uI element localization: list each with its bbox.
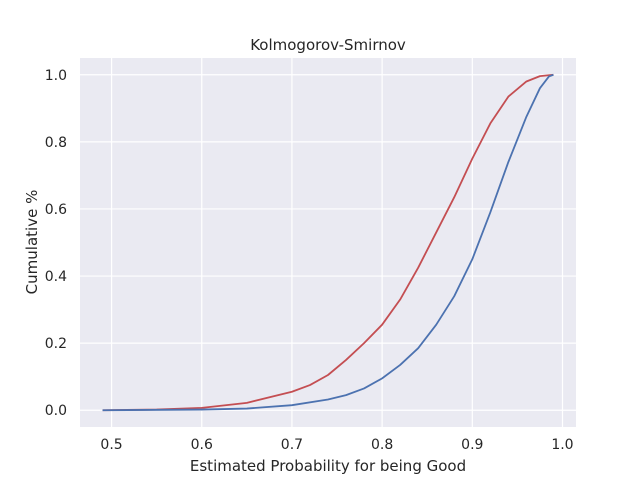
series-lines <box>102 73 554 412</box>
series-line-2 <box>102 73 554 412</box>
plot-background <box>80 58 576 427</box>
x-tick-label: 0.8 <box>371 437 393 453</box>
y-tick-label: 0.8 <box>45 135 67 151</box>
y-tick-label: 0.0 <box>45 403 67 419</box>
y-tick-label: 0.2 <box>45 336 67 352</box>
chart-title: Kolmogorov-Smirnov <box>250 36 406 54</box>
x-tick-label: 0.7 <box>281 437 303 453</box>
series-line-1 <box>102 73 554 412</box>
x-tick-label: 1.0 <box>551 437 573 453</box>
tick-labels: 0.5 0.6 0.7 0.8 0.9 1.0 0.0 0.2 0.4 0.6 0.8 1.0 <box>45 68 574 453</box>
x-tick-label: 0.9 <box>461 437 483 453</box>
x-tick-label: 0.5 <box>100 437 122 453</box>
y-tick-label: 0.6 <box>45 202 67 218</box>
y-tick-label: 0.4 <box>45 269 67 285</box>
x-axis-title: Estimated Probability for being Good <box>190 457 466 475</box>
x-tick-label: 0.6 <box>191 437 213 453</box>
y-tick-label: 1.0 <box>45 68 67 84</box>
y-axis-title: Cumulative % <box>23 190 41 295</box>
